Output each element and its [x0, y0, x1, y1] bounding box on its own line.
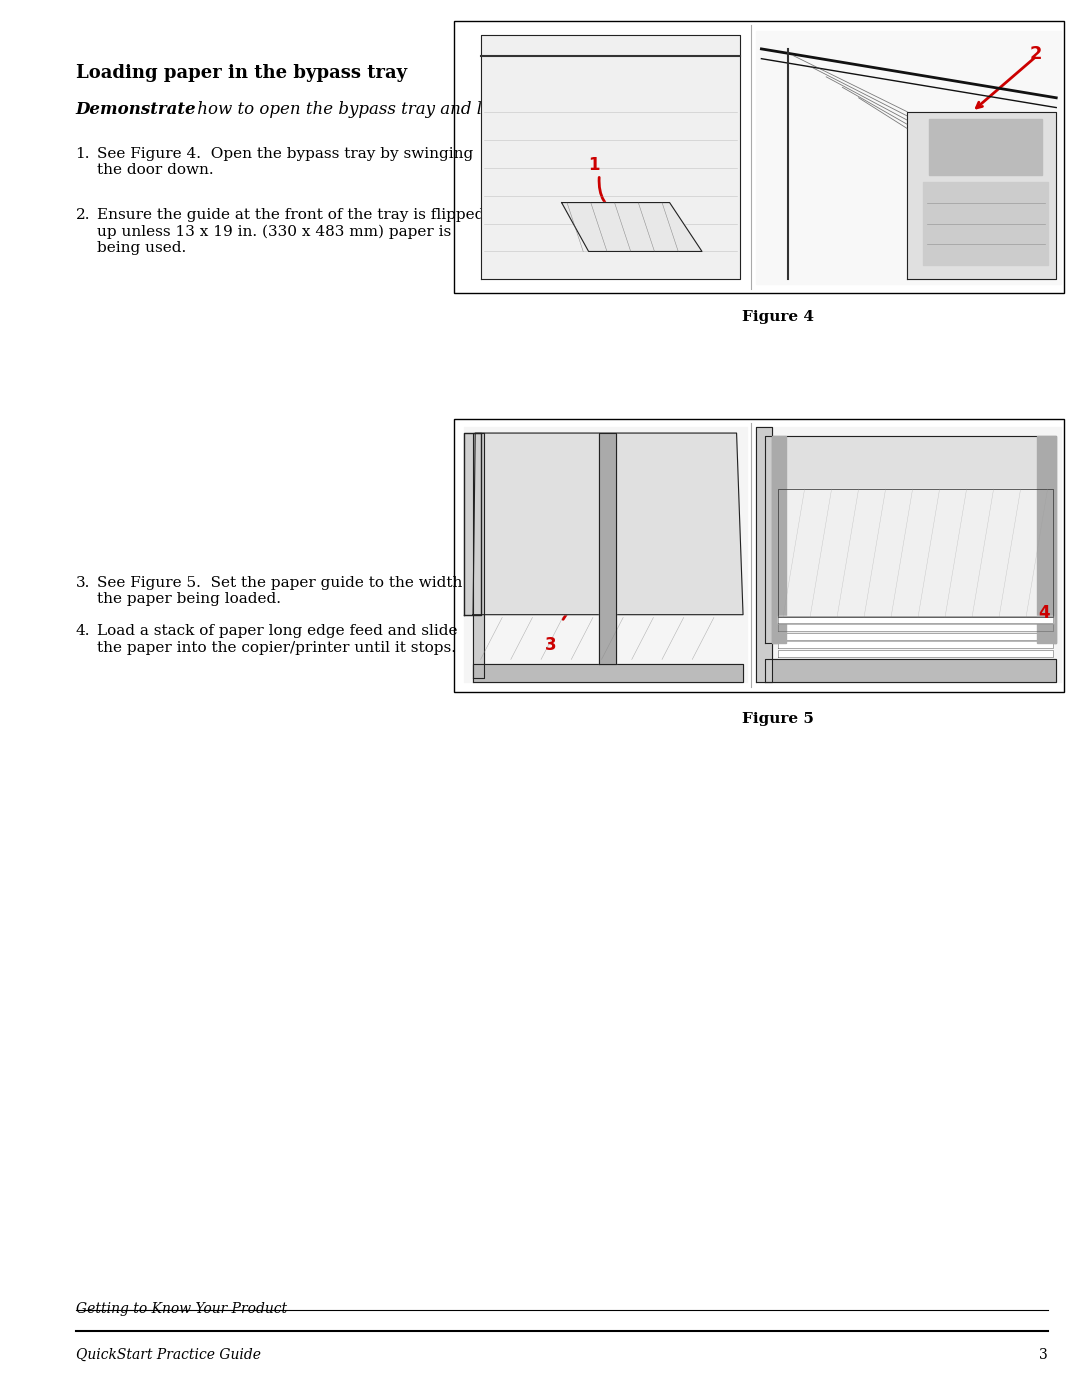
- Polygon shape: [772, 436, 786, 643]
- Polygon shape: [599, 433, 616, 664]
- Polygon shape: [778, 489, 1053, 617]
- Polygon shape: [778, 616, 1053, 623]
- Text: Figure 4: Figure 4: [742, 310, 813, 324]
- Text: how to open the bypass tray and load paper.: how to open the bypass tray and load pap…: [192, 101, 570, 117]
- Text: Demonstrate: Demonstrate: [76, 101, 197, 117]
- Polygon shape: [765, 659, 1056, 682]
- Polygon shape: [1037, 436, 1056, 643]
- Polygon shape: [778, 624, 1053, 631]
- Polygon shape: [464, 433, 481, 615]
- Polygon shape: [756, 427, 772, 682]
- Text: 2: 2: [1029, 45, 1042, 63]
- Text: 3: 3: [545, 636, 556, 654]
- Polygon shape: [473, 664, 743, 682]
- Text: 4: 4: [1038, 604, 1050, 622]
- Text: QuickStart Practice Guide: QuickStart Practice Guide: [76, 1348, 260, 1362]
- Polygon shape: [473, 433, 484, 678]
- Text: 1.: 1.: [76, 147, 90, 161]
- Bar: [454, 21, 1064, 293]
- Polygon shape: [562, 203, 702, 251]
- Text: Getting to Know Your Product: Getting to Know Your Product: [76, 1302, 286, 1316]
- Text: See Figure 5.  Set the paper guide to the width of
the paper being loaded.: See Figure 5. Set the paper guide to the…: [97, 576, 482, 606]
- Polygon shape: [778, 650, 1053, 657]
- Text: 4.: 4.: [76, 624, 90, 638]
- Polygon shape: [778, 633, 1053, 640]
- Text: Figure 5: Figure 5: [742, 712, 813, 726]
- Text: 3.: 3.: [76, 576, 90, 590]
- Polygon shape: [464, 427, 747, 682]
- Polygon shape: [756, 427, 1061, 682]
- Text: 2.: 2.: [76, 208, 90, 222]
- Text: Loading paper in the bypass tray: Loading paper in the bypass tray: [76, 64, 407, 82]
- Text: Ensure the guide at the front of the tray is flipped
up unless 13 x 19 in. (330 : Ensure the guide at the front of the tra…: [97, 208, 485, 256]
- Polygon shape: [923, 182, 1048, 265]
- Polygon shape: [481, 35, 740, 279]
- Text: 1: 1: [589, 156, 600, 175]
- Polygon shape: [907, 112, 1056, 279]
- Polygon shape: [473, 433, 743, 615]
- Polygon shape: [756, 31, 1061, 284]
- Bar: [454, 419, 1064, 692]
- Polygon shape: [778, 641, 1053, 648]
- Polygon shape: [929, 119, 1042, 175]
- Polygon shape: [765, 436, 1056, 643]
- Text: 3: 3: [1039, 1348, 1048, 1362]
- Text: Load a stack of paper long edge feed and slide
the paper into the copier/printer: Load a stack of paper long edge feed and…: [97, 624, 458, 655]
- Text: See Figure 4.  Open the bypass tray by swinging
the door down.: See Figure 4. Open the bypass tray by sw…: [97, 147, 473, 177]
